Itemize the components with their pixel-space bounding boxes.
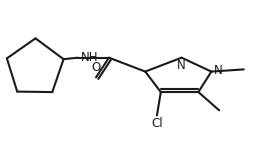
Text: O: O [91, 62, 101, 74]
Text: Cl: Cl [151, 117, 163, 130]
Text: NH: NH [80, 51, 98, 64]
Text: N: N [214, 64, 223, 77]
Text: N: N [177, 59, 186, 72]
